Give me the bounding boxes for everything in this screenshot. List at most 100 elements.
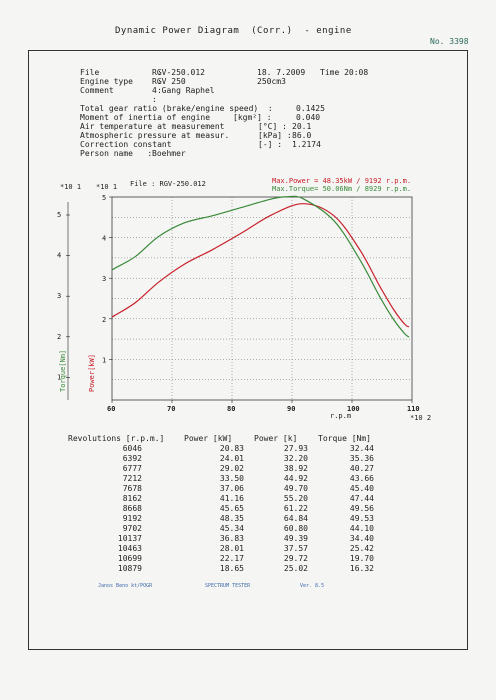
plot-frame [111, 196, 413, 401]
torque-axis-multiplier: *10 1 [60, 183, 81, 191]
table-cell: 6392 [122, 454, 142, 463]
x-tick-label: 100 [347, 405, 360, 413]
table-row: 9192 48.35 64.84 49.53 [68, 514, 384, 524]
table-row: 8162 41.16 55.20 47.44 [68, 494, 384, 504]
table-cell: 8668 [122, 504, 142, 513]
table-cell: 38.92 [283, 464, 308, 473]
table-row: 10879 18.65 25.02 16.32 [68, 564, 384, 574]
label-inertia: Moment of inertia of engine [80, 113, 211, 122]
value-displacement: 250cm3 [257, 77, 286, 86]
value-correction: 1.2174 [292, 140, 321, 149]
x-tick-label: 110 [407, 405, 420, 413]
table-cell: 24.01 [219, 454, 244, 463]
table-cell: 40.27 [349, 464, 374, 473]
table-row: 8668 45.65 61.22 49.56 [68, 504, 384, 514]
x-tick-label: 70 [167, 405, 175, 413]
table-cell: 9702 [122, 524, 142, 533]
legend-power: Max.Power = 48.35kW / 9192 r.p.m. [272, 177, 411, 185]
blank-colon: : [152, 95, 157, 104]
value-engine-type: RGV 250 [152, 77, 186, 86]
chart-file-label: File : RGV-250.012 [130, 180, 206, 188]
table-cell: 41.16 [219, 494, 244, 503]
table-cell: 25.02 [283, 564, 308, 573]
table-cell: 19.70 [349, 554, 374, 563]
table-cell: 34.40 [349, 534, 374, 543]
label-engine-type: Engine type : [80, 77, 162, 86]
table-cell: 49.70 [283, 484, 308, 493]
power-tick-label: 1 [102, 356, 106, 364]
table-cell: 55.20 [283, 494, 308, 503]
table-cell: 29.72 [283, 554, 308, 563]
table-cell: 6777 [122, 464, 142, 473]
power-torque-chart: 1 2 3 4 5 1 2 3 4 5 60 70 80 90 100 110 *10 1 *10 1 File :… [57, 177, 431, 422]
label-comment: Comment : [80, 86, 162, 95]
torque-tick-label: 3 [57, 292, 61, 300]
x-tick-label: 80 [227, 405, 235, 413]
table-row: 9702 45.34 60.80 44.10 [68, 524, 384, 534]
footer-stamp-left: Janos Beno kt/POGR [98, 583, 153, 589]
label-air-temp: Air temperature at measurement [80, 122, 225, 131]
table-row: 7678 37.06 49.70 45.40 [68, 484, 384, 494]
value-file: RGV-250.012 [152, 68, 205, 77]
table-cell: 27.93 [283, 444, 308, 453]
page-title: Dynamic Power Diagram (Corr.) - engine [115, 26, 352, 36]
table-cell: 10137 [117, 534, 142, 543]
table-cell: 32.20 [283, 454, 308, 463]
unit-correction: [-] : [258, 140, 283, 149]
table-cell: 45.40 [349, 484, 374, 493]
table-cell: 32.44 [349, 444, 374, 453]
power-curve [111, 203, 410, 328]
table-cell: 60.80 [283, 524, 308, 533]
unit-inertia: [kgm²] : [233, 113, 272, 122]
x-axis-multiplier: *10 2 [410, 414, 431, 422]
unit-air-temp: [°C] : [258, 122, 287, 131]
torque-tick-label: 4 [57, 252, 61, 260]
value-air-temp: 20.1 [292, 122, 312, 131]
footer-stamp-right: Ver. 8.5 [300, 583, 325, 589]
table-cell: 9192 [122, 514, 142, 523]
table-cell: 7212 [122, 474, 142, 483]
column-header: Torque [Nm] [318, 434, 371, 443]
table-row: 6046 20.83 27.93 32.44 [68, 444, 384, 454]
table-cell: 33.50 [219, 474, 244, 483]
column-header: Power [kW] [184, 434, 233, 443]
x-tick-label: 60 [107, 405, 115, 413]
power-tick-label: 5 [102, 194, 106, 202]
label-pressure: Atmospheric pressure at measur. [80, 131, 230, 140]
table-cell: 45.34 [219, 524, 244, 533]
table-cell: 7678 [122, 484, 142, 493]
table-cell: 16.32 [349, 564, 374, 573]
power-tick-label: 4 [102, 235, 106, 243]
table-cell: 61.22 [283, 504, 308, 513]
table-row: 6777 29.02 38.92 40.27 [68, 464, 384, 474]
document-number: No. 3398 [430, 37, 469, 46]
value-date: 18. 7.2009 [257, 68, 306, 77]
label-file: File : [80, 68, 162, 77]
power-tick-label: 2 [102, 316, 106, 324]
x-axis-label: r.p.m [330, 412, 351, 420]
power-axis-label: Power[kW] [88, 354, 96, 392]
table-row: 7212 33.50 44.92 43.66 [68, 474, 384, 484]
value-person: Boehmer [152, 149, 186, 158]
power-tick-label: 3 [102, 275, 106, 283]
table-cell: 47.44 [349, 494, 374, 503]
table-cell: 8162 [122, 494, 142, 503]
table-cell: 10699 [117, 554, 142, 563]
torque-tick-label: 1 [57, 373, 61, 381]
value-gear-ratio: 0.1425 [296, 104, 325, 113]
table-cell: 28.01 [219, 544, 244, 553]
data-table: Revolutions [r.p.m.] Power [kW] Power [k… [68, 434, 384, 574]
footer-stamp-middle: SPECTRUM TESTER [205, 583, 251, 589]
power-axis-multiplier: *10 1 [96, 183, 117, 191]
table-cell: 36.83 [219, 534, 244, 543]
table-row: 10699 22.17 29.72 19.70 [68, 554, 384, 564]
table-cell: 45.65 [219, 504, 244, 513]
table-cell: 37.06 [219, 484, 244, 493]
value-time: Time 20:08 [320, 68, 369, 77]
table-cell: 25.42 [349, 544, 374, 553]
table-cell: 49.56 [349, 504, 374, 513]
column-header: Power [k] [254, 434, 298, 443]
table-cell: 35.36 [349, 454, 374, 463]
table-cell: 10879 [117, 564, 142, 573]
